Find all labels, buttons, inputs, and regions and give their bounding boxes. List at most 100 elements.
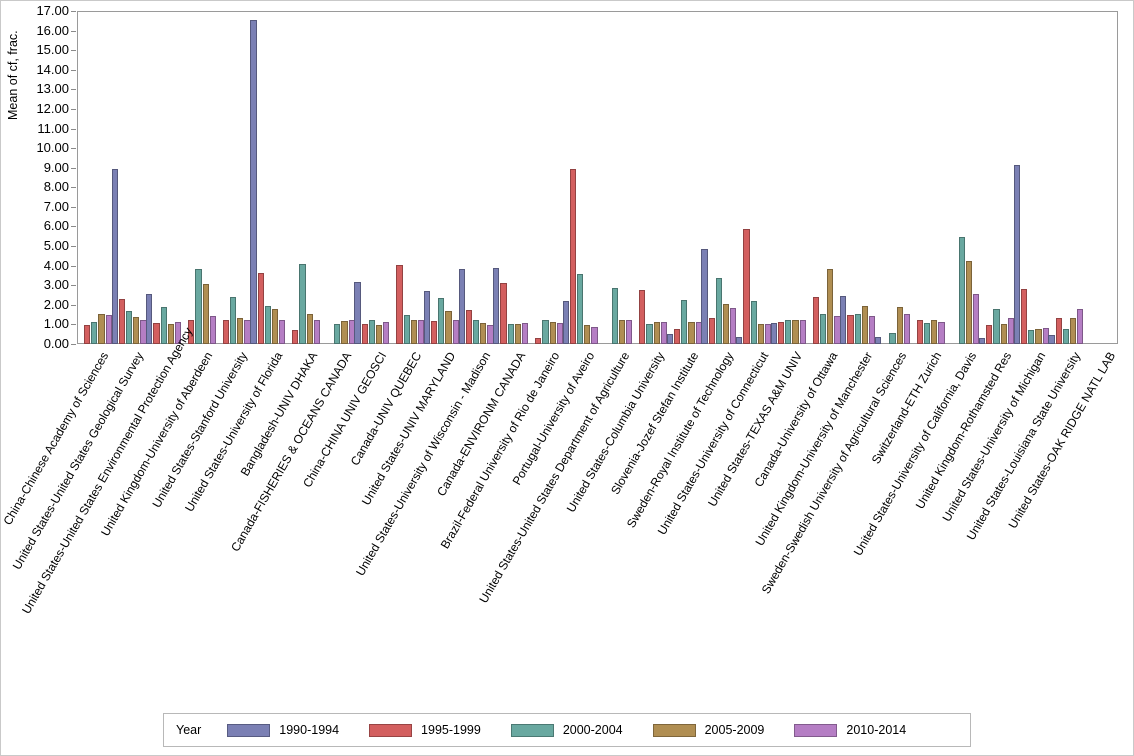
bar bbox=[118, 298, 125, 344]
bar bbox=[736, 337, 743, 344]
bar bbox=[368, 320, 376, 344]
y-tick-label: 1.00 bbox=[43, 316, 69, 332]
bar bbox=[562, 300, 569, 344]
bar bbox=[175, 322, 182, 344]
y-tick-mark bbox=[71, 246, 76, 247]
legend-swatch bbox=[652, 723, 696, 737]
bar bbox=[146, 294, 153, 344]
bar bbox=[452, 320, 459, 344]
bar bbox=[209, 315, 216, 344]
bar bbox=[757, 324, 764, 344]
bar bbox=[465, 309, 472, 344]
bar bbox=[250, 19, 257, 344]
bar bbox=[979, 338, 986, 344]
bar bbox=[500, 283, 507, 344]
bar bbox=[973, 294, 980, 344]
bar bbox=[1020, 289, 1028, 344]
bar bbox=[1042, 328, 1049, 344]
bar bbox=[472, 319, 480, 344]
legend: Year 1990-1994 1995-1999 2000-2004 2005-200… bbox=[163, 713, 971, 747]
bar bbox=[1055, 317, 1062, 344]
bar bbox=[840, 296, 847, 344]
bar bbox=[188, 320, 195, 344]
bar bbox=[666, 334, 673, 344]
bar bbox=[160, 306, 167, 344]
bar bbox=[514, 324, 522, 344]
bar bbox=[1007, 317, 1015, 344]
bar bbox=[1035, 329, 1042, 344]
y-tick-mark bbox=[71, 89, 76, 90]
bar bbox=[834, 315, 841, 344]
bar bbox=[264, 305, 271, 344]
y-tick-mark bbox=[71, 168, 76, 169]
bar bbox=[84, 325, 91, 344]
y-tick-label: 0.00 bbox=[43, 336, 69, 351]
bar bbox=[458, 268, 465, 344]
bar bbox=[854, 313, 861, 344]
bar bbox=[237, 317, 244, 344]
bar bbox=[938, 322, 945, 344]
bar bbox=[750, 300, 757, 344]
bar bbox=[896, 306, 903, 344]
y-tick-label: 8.00 bbox=[43, 179, 69, 195]
bar bbox=[903, 313, 910, 344]
y-tick-label: 12.00 bbox=[36, 100, 69, 116]
bar bbox=[639, 290, 646, 344]
bar bbox=[431, 321, 438, 344]
bar bbox=[222, 319, 230, 344]
bar bbox=[730, 307, 737, 344]
bar bbox=[723, 303, 730, 344]
legend-title: Year bbox=[176, 723, 202, 737]
bar bbox=[306, 313, 313, 344]
bar bbox=[695, 322, 702, 344]
y-tick-mark bbox=[71, 305, 76, 306]
bar bbox=[681, 299, 688, 344]
y-tick-mark bbox=[71, 324, 76, 325]
bar bbox=[111, 168, 118, 344]
y-tick-label: 14.00 bbox=[36, 61, 69, 77]
bar bbox=[819, 313, 827, 344]
legend-item[interactable]: 2005-2009 bbox=[652, 723, 765, 737]
legend-item[interactable]: 2010-2014 bbox=[794, 723, 906, 737]
y-tick-mark bbox=[71, 148, 76, 149]
y-tick-mark bbox=[71, 187, 76, 188]
y-tick-label: 11.00 bbox=[37, 120, 69, 136]
bar bbox=[244, 319, 251, 344]
bar bbox=[556, 323, 563, 344]
bar bbox=[874, 337, 882, 344]
bar bbox=[778, 322, 785, 344]
bar bbox=[341, 321, 348, 344]
bar bbox=[535, 338, 542, 344]
y-tick-label: 4.00 bbox=[43, 257, 69, 273]
bar bbox=[230, 296, 237, 344]
bar bbox=[701, 248, 708, 344]
bar bbox=[626, 319, 633, 344]
bar bbox=[591, 327, 598, 344]
legend-item[interactable]: 1990-1994 bbox=[227, 723, 339, 737]
legend-swatch bbox=[510, 723, 554, 737]
y-tick-label: 13.00 bbox=[36, 81, 69, 97]
legend-item[interactable]: 2000-2004 bbox=[510, 723, 623, 737]
bar bbox=[916, 320, 924, 344]
bar bbox=[417, 319, 425, 344]
y-tick-label: 9.00 bbox=[43, 159, 69, 175]
bar bbox=[646, 324, 653, 344]
bar bbox=[1077, 308, 1084, 344]
legend-item[interactable]: 1995-1999 bbox=[369, 723, 481, 737]
bar bbox=[743, 229, 750, 344]
bar bbox=[611, 288, 618, 344]
legend-label: 2005-2009 bbox=[704, 723, 765, 737]
bar bbox=[487, 325, 494, 344]
bar bbox=[1000, 324, 1007, 344]
bar bbox=[993, 308, 1000, 344]
y-tick-mark bbox=[71, 285, 76, 286]
y-tick-label: 10.00 bbox=[36, 140, 69, 156]
bar bbox=[715, 278, 723, 344]
bar bbox=[348, 319, 355, 344]
bar bbox=[480, 323, 487, 344]
bar bbox=[354, 282, 361, 344]
bar bbox=[1048, 335, 1055, 344]
y-tick-mark bbox=[71, 207, 76, 208]
legend-label: 2000-2004 bbox=[562, 723, 623, 737]
